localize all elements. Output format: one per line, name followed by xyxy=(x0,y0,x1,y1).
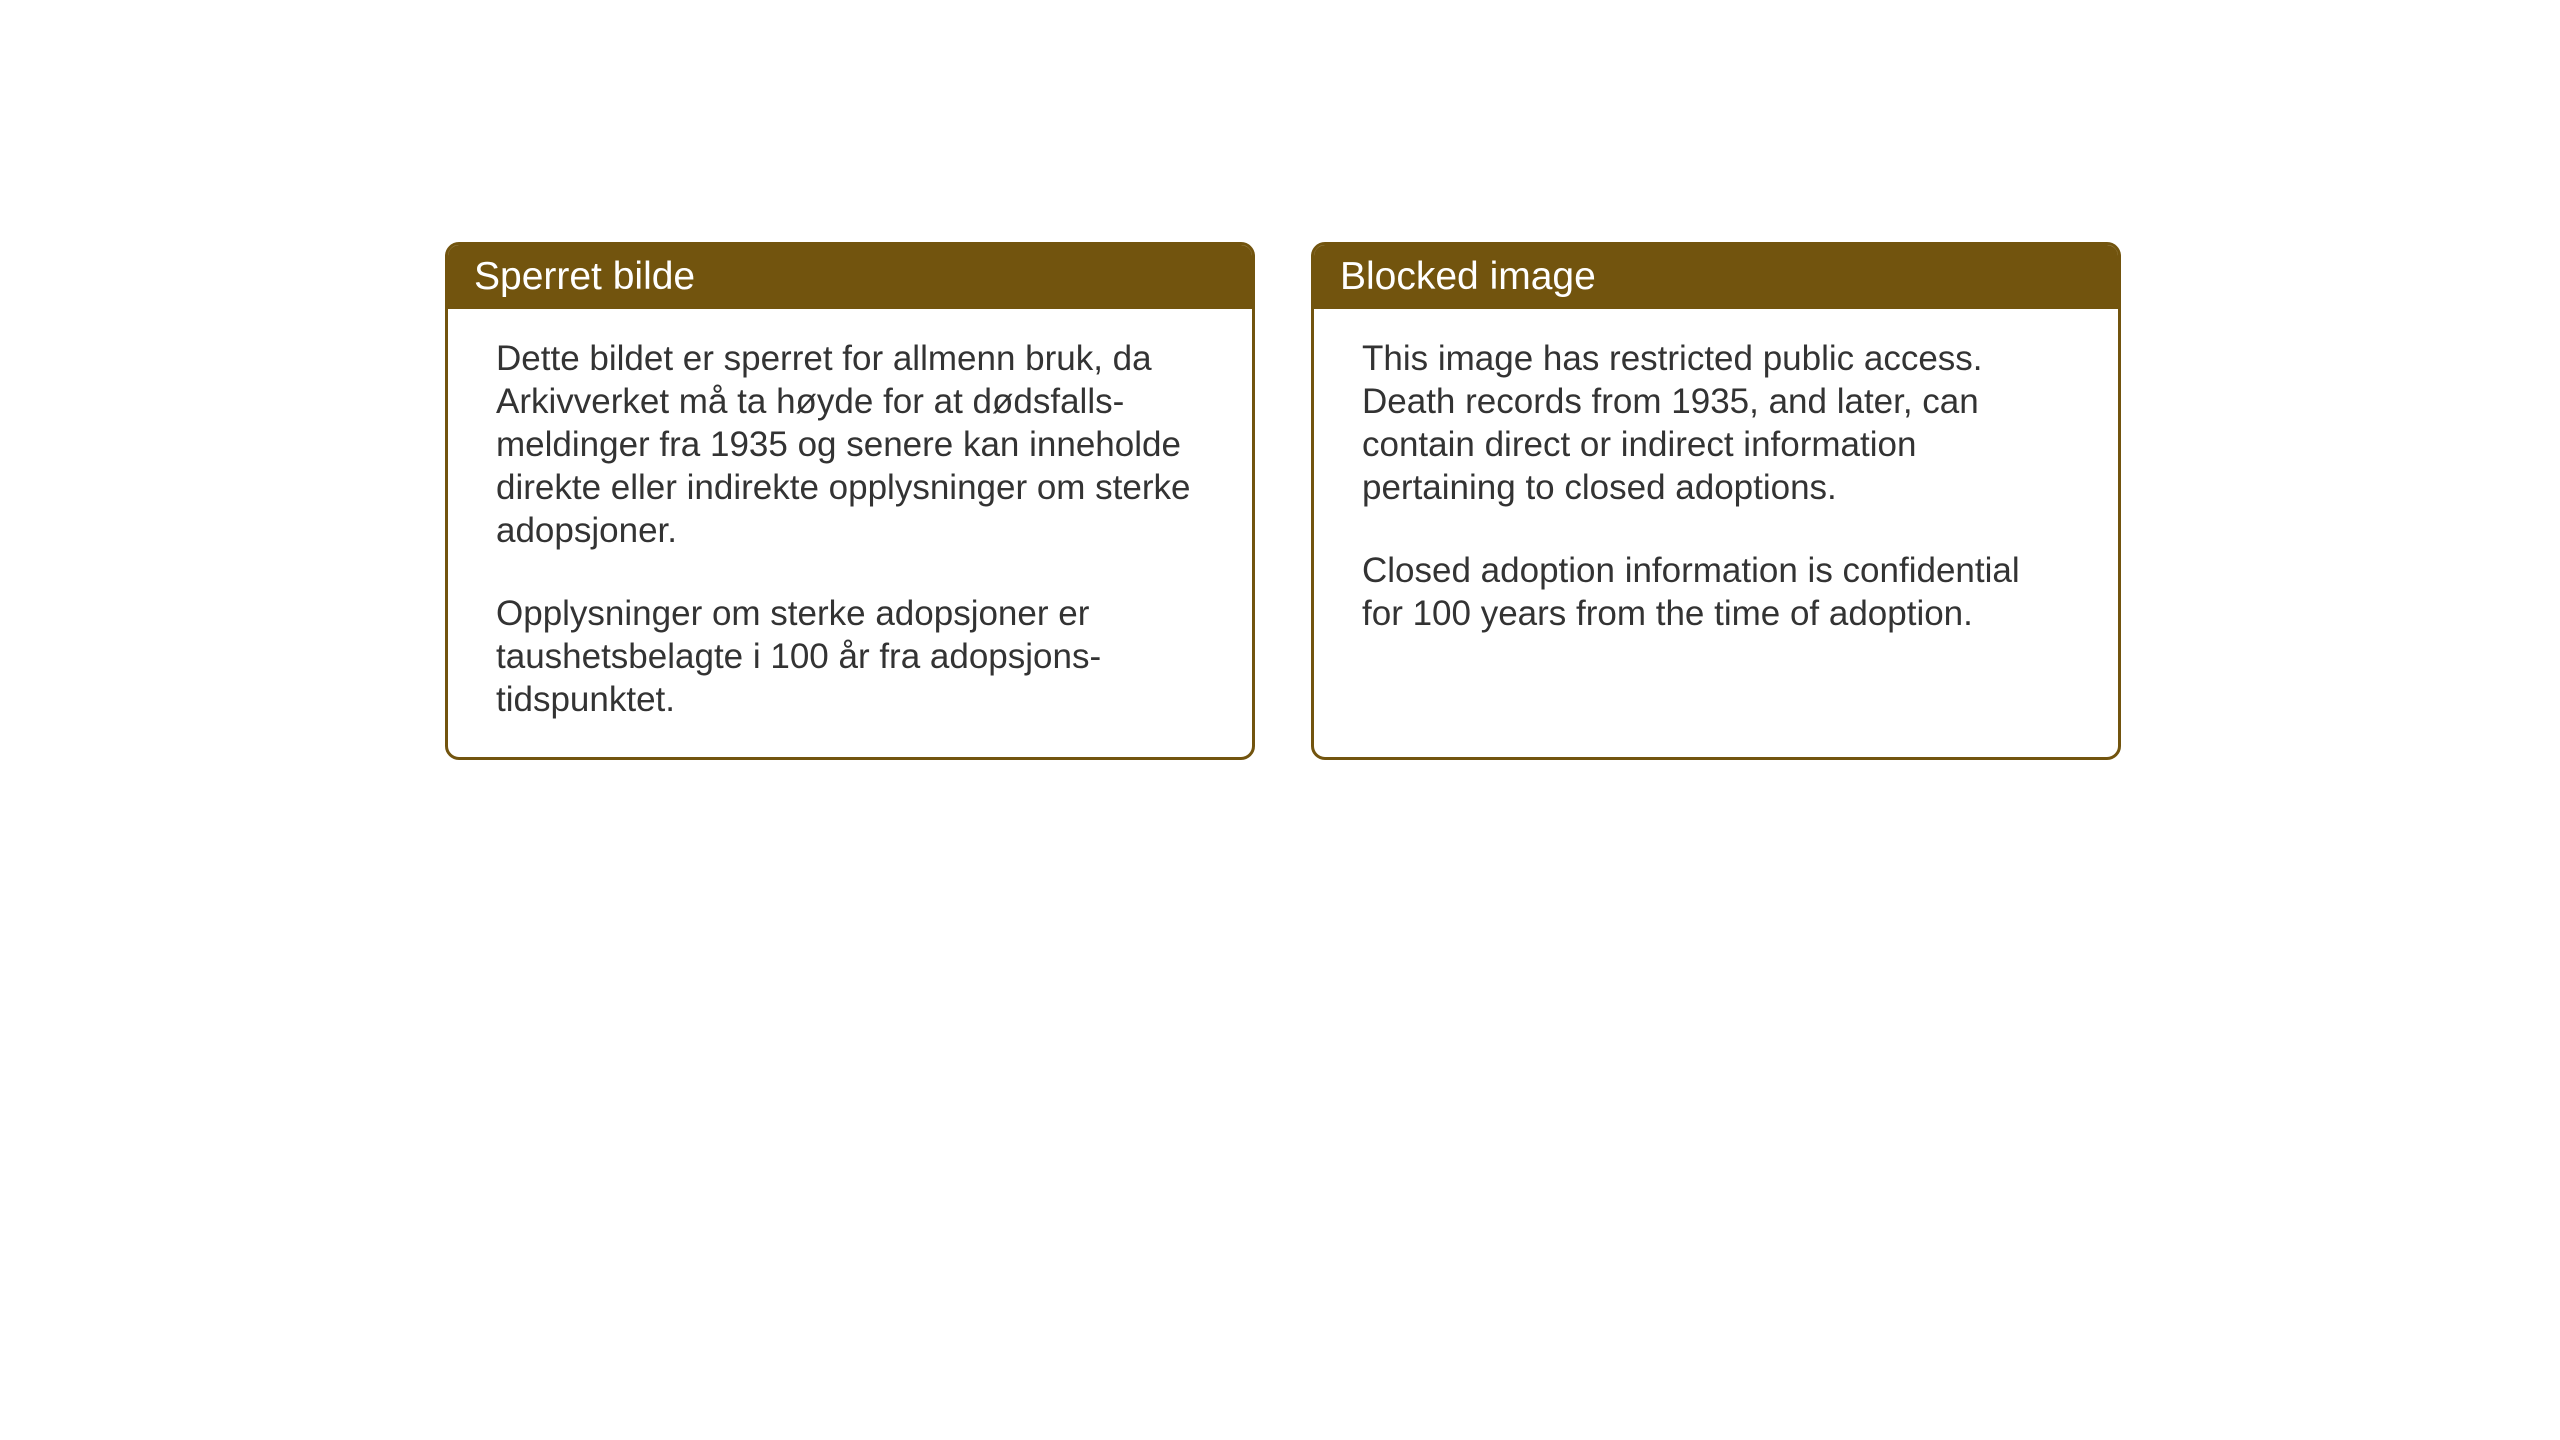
notice-box-english: Blocked image This image has restricted … xyxy=(1311,242,2121,760)
notice-paragraph-2-english: Closed adoption information is confident… xyxy=(1362,549,2070,635)
notice-title-english: Blocked image xyxy=(1340,255,1596,298)
notice-paragraph-1-english: This image has restricted public access.… xyxy=(1362,337,2070,509)
notice-paragraph-1-norwegian: Dette bildet er sperret for allmenn bruk… xyxy=(496,337,1204,552)
notice-body-english: This image has restricted public access.… xyxy=(1314,309,2118,671)
notice-box-norwegian: Sperret bilde Dette bildet er sperret fo… xyxy=(445,242,1255,760)
notices-container: Sperret bilde Dette bildet er sperret fo… xyxy=(445,242,2121,760)
notice-body-norwegian: Dette bildet er sperret for allmenn bruk… xyxy=(448,309,1252,757)
notice-header-norwegian: Sperret bilde xyxy=(448,245,1252,309)
notice-header-english: Blocked image xyxy=(1314,245,2118,309)
notice-paragraph-2-norwegian: Opplysninger om sterke adopsjoner er tau… xyxy=(496,592,1204,721)
notice-title-norwegian: Sperret bilde xyxy=(474,255,695,298)
